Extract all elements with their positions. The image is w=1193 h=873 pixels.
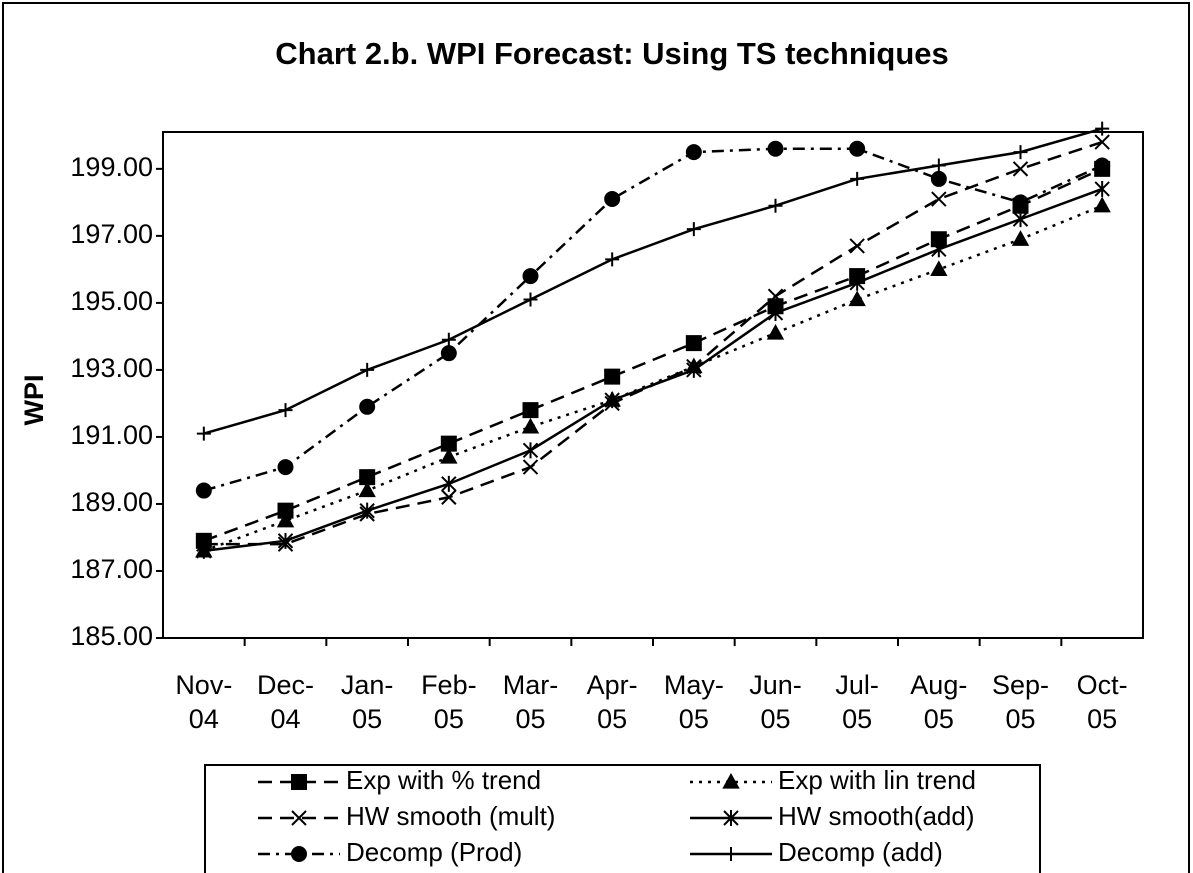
marker [1012,194,1029,211]
marker [722,772,740,789]
chart-title: Chart 2.b. WPI Forecast: Using TS techni… [275,36,949,71]
x-tick-label: Mar- 05 [502,670,559,734]
marker [685,144,702,161]
marker [767,304,784,321]
legend-label: Exp with % trend [346,765,541,795]
x-tick-label: Dec- 04 [256,670,314,734]
marker [1093,196,1111,213]
marker [441,489,457,505]
series-line [203,167,1103,542]
x-tick-label: Jul- 05 [835,670,879,734]
marker [604,191,621,208]
marker [931,191,947,207]
marker [767,140,784,157]
marker [523,292,538,307]
marker [931,158,946,173]
legend-box [204,764,1041,873]
marker [767,288,784,304]
marker [850,171,865,186]
marker [1094,180,1110,197]
marker [196,426,211,441]
y-tick-label: 189.00 [70,487,153,517]
y-tick-label: 197.00 [70,219,153,249]
x-tick-label: Apr- 05 [586,670,638,734]
marker [724,847,738,861]
y-tick-label: 193.00 [70,353,153,383]
y-axis-label: WPI [19,375,49,426]
marker [1013,145,1028,160]
series-line [203,204,1103,553]
marker [931,241,947,258]
marker [849,238,865,254]
x-tick-label: Aug- 05 [910,670,968,734]
marker [723,810,739,826]
marker [291,810,307,826]
x-tick-label: Oct- 05 [1076,670,1128,734]
marker [686,361,702,378]
marker [848,290,866,307]
marker [521,417,540,434]
marker [276,511,295,528]
legend-label: HW smooth(add) [778,801,975,831]
y-tick-label: 195.00 [70,286,153,316]
series-line [203,147,1103,492]
legend-label: Exp with lin trend [778,765,976,795]
y-tick-label: 185.00 [70,621,153,651]
legend-label: Decomp (Prod) [346,837,522,867]
marker [849,274,865,291]
marker [441,332,456,347]
marker [277,532,294,549]
y-tick-label: 199.00 [70,152,153,182]
marker [522,268,539,285]
marker [359,398,376,415]
x-tick-label: Feb- 05 [421,670,477,734]
marker [360,362,375,377]
marker [685,335,702,352]
marker [766,324,785,340]
legend-label: Decomp (add) [778,837,943,867]
marker [196,542,212,559]
y-tick-label: 191.00 [70,420,153,450]
series-line [203,127,1103,435]
series-line [203,187,1103,553]
marker [359,502,375,519]
marker [358,481,376,498]
x-tick-label: Jan- 05 [340,670,394,734]
marker [768,198,783,213]
marker [686,222,701,237]
x-tick-label: Nov- 04 [175,670,233,734]
marker [1012,211,1029,228]
marker [278,403,293,418]
x-tick-label: May- 05 [663,670,724,734]
marker [522,402,539,419]
marker [277,459,294,476]
marker [605,252,620,267]
y-tick-label: 187.00 [70,554,153,584]
marker [441,475,457,492]
x-tick-label: Jun- 05 [749,670,802,734]
marker [1094,157,1111,174]
series-line [203,140,1103,546]
marker [604,392,620,409]
x-tick-label: Sep- 05 [991,670,1050,734]
legend-label: HW smooth (mult) [346,801,555,831]
marker [1011,230,1030,246]
marker [849,140,866,157]
marker [440,447,458,464]
marker [1095,121,1110,136]
marker [195,482,212,499]
marker [522,459,539,475]
marker [440,345,457,362]
marker [930,260,948,276]
marker [1094,134,1110,150]
marker [930,170,947,187]
marker [291,774,307,790]
marker [291,846,307,862]
marker [1012,161,1029,177]
marker [604,368,621,385]
marker [522,442,539,459]
